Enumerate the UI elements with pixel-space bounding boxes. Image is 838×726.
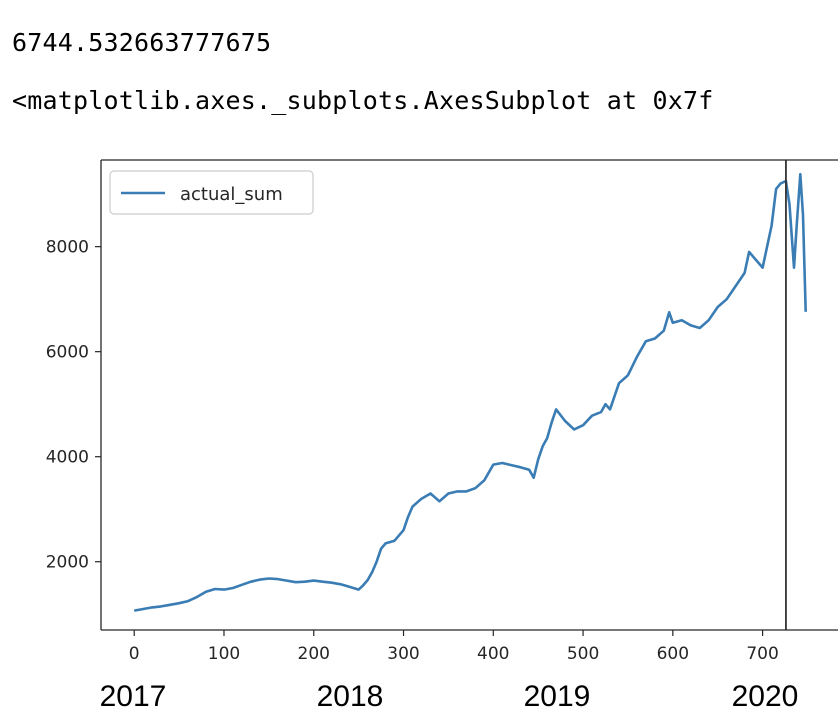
x-tick-label: 0 — [129, 644, 140, 664]
year-label-2017: 2017 — [99, 680, 167, 713]
x-tick-label: 500 — [567, 644, 599, 664]
y-tick-label: 4000 — [46, 448, 89, 468]
printed-value: 6744.532663777675 — [12, 28, 272, 57]
x-tick-label: 200 — [298, 644, 330, 664]
year-label-2020: 2020 — [731, 680, 799, 713]
y-tick-label: 8000 — [46, 238, 89, 258]
line-chart: 0 100 200 300 400 500 600 700 2000 4000 6000 8000 ac… — [46, 159, 838, 664]
x-tick-label: 600 — [657, 644, 689, 664]
x-tick-label: 100 — [208, 644, 240, 664]
x-tick-label: 700 — [746, 644, 778, 664]
y-tick-label: 6000 — [46, 343, 89, 363]
y-tick-label: 2000 — [46, 553, 89, 573]
year-label-2019: 2019 — [523, 680, 591, 713]
axes-repr-text: <matplotlib.axes._subplots.AxesSubplot a… — [12, 86, 714, 115]
legend-box — [109, 170, 314, 215]
series-line-actual-sum — [133, 172, 807, 612]
legend-label-actual-sum: actual_sum — [180, 184, 283, 205]
x-tick-label: 400 — [477, 644, 509, 664]
x-tick-label: 300 — [387, 644, 419, 664]
year-label-2018: 2018 — [316, 680, 384, 713]
